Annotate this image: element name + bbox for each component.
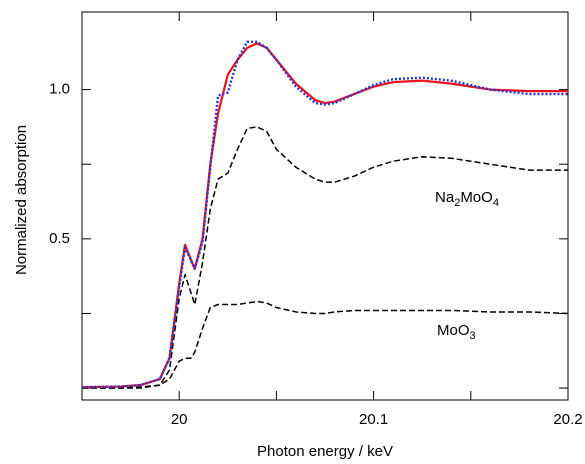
annotation: MoO3 [437, 322, 476, 342]
annotation-part: 4 [493, 197, 499, 209]
y-tick-label: 0.5 [49, 230, 70, 247]
x-tick-label: 20 [171, 411, 188, 428]
x-tick-label: 20.1 [359, 411, 388, 428]
x-axis-label: Photon energy / keV [257, 443, 393, 460]
annotation-part: MoO [437, 322, 470, 339]
series-line [82, 300, 569, 389]
annotation: Na2MoO4 [435, 189, 499, 209]
y-axis-label: Normalized absorption [13, 125, 30, 275]
annotation-part: 2 [454, 197, 460, 209]
annotation-part: Na [435, 189, 455, 206]
annotation-part: 3 [470, 330, 476, 342]
annotation-part: MoO [460, 189, 493, 206]
plot-frame [81, 11, 569, 401]
series-line [81, 42, 568, 389]
series-line [81, 40, 568, 389]
x-tick-label: 20.2 [553, 411, 582, 428]
y-tick-label: 1.0 [49, 81, 70, 98]
series-line [82, 126, 568, 389]
